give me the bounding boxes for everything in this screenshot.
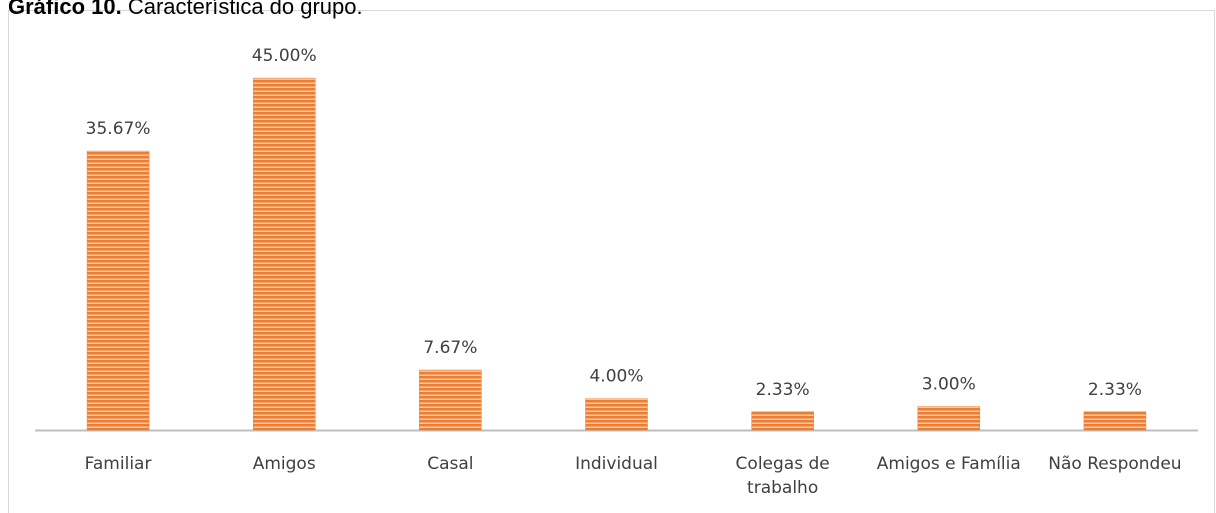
x-tick-label: Não Respondeu [1048, 454, 1181, 474]
x-tick-label: Colegas de trabalho [736, 454, 830, 498]
x-tick-label: Individual [575, 454, 658, 474]
bar [917, 406, 981, 431]
title-label: Gráfico 10. [8, 0, 122, 19]
bar [1083, 411, 1147, 431]
data-label: 2.33% [1088, 380, 1142, 400]
data-label: 2.33% [756, 380, 810, 400]
chart-border [8, 10, 1215, 513]
data-label: 3.00% [922, 375, 976, 395]
chart-title: Gráfico 10. Característica do grupo. [8, 0, 363, 19]
data-label: 7.67% [423, 338, 477, 358]
data-label: 35.67% [86, 119, 151, 139]
bar [751, 411, 814, 431]
bar [86, 150, 150, 431]
title-text: Característica do grupo. [128, 0, 363, 19]
x-tick-label: Casal [427, 454, 473, 474]
data-label: 45.00% [252, 46, 317, 66]
bar [419, 369, 482, 431]
bar [252, 77, 316, 431]
bar [585, 398, 648, 431]
x-tick-label: Familiar [85, 454, 152, 474]
x-tick-label: Amigos [253, 454, 316, 474]
data-label: 4.00% [589, 367, 643, 387]
x-tick-label: Amigos e Família [877, 454, 1021, 474]
